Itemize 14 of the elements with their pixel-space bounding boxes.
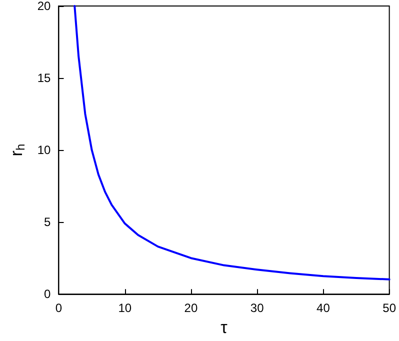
y-tick-label: 0 bbox=[44, 287, 52, 302]
x-tick-label: 50 bbox=[382, 301, 396, 316]
y-tick-label: 10 bbox=[37, 143, 52, 158]
x-axis-title: τ bbox=[220, 318, 228, 337]
x-tick-label: 10 bbox=[118, 301, 132, 316]
y-tick-label: 15 bbox=[37, 71, 52, 86]
y-tick-label: 5 bbox=[44, 215, 52, 230]
x-tick-label: 30 bbox=[250, 301, 264, 316]
y-tick-label: 20 bbox=[37, 0, 52, 13]
x-tick-label: 20 bbox=[184, 301, 198, 316]
y-axis-title: rh bbox=[7, 144, 28, 156]
x-tick-label: 40 bbox=[316, 301, 330, 316]
line-series bbox=[74, 5, 390, 280]
x-tick-label: 0 bbox=[55, 301, 62, 316]
